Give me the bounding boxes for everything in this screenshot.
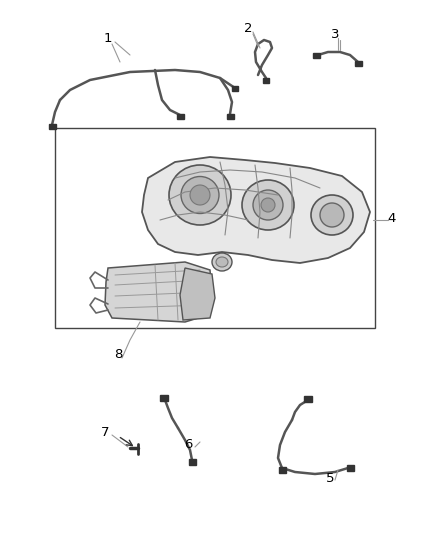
Text: 7: 7 xyxy=(101,425,109,439)
Bar xyxy=(346,465,353,471)
Ellipse shape xyxy=(261,198,275,212)
Bar xyxy=(304,396,312,402)
Text: 8: 8 xyxy=(114,349,122,361)
Bar xyxy=(177,114,184,118)
Text: 4: 4 xyxy=(388,212,396,224)
Ellipse shape xyxy=(181,176,219,214)
Ellipse shape xyxy=(216,257,228,267)
Ellipse shape xyxy=(253,190,283,220)
Ellipse shape xyxy=(169,165,231,225)
Polygon shape xyxy=(142,157,370,263)
Text: 6: 6 xyxy=(184,439,192,451)
Polygon shape xyxy=(180,268,215,320)
Bar xyxy=(55,128,375,328)
Text: 3: 3 xyxy=(331,28,339,42)
Bar xyxy=(312,52,319,58)
Bar xyxy=(232,85,238,91)
Text: 2: 2 xyxy=(244,21,252,35)
Bar xyxy=(354,61,361,66)
Bar xyxy=(49,124,56,128)
Ellipse shape xyxy=(242,180,294,230)
Polygon shape xyxy=(105,262,212,322)
Bar xyxy=(160,395,168,401)
Text: 1: 1 xyxy=(104,31,112,44)
Bar xyxy=(188,459,195,465)
Bar xyxy=(263,77,269,83)
Text: 5: 5 xyxy=(326,472,334,484)
Ellipse shape xyxy=(320,203,344,227)
Ellipse shape xyxy=(311,195,353,235)
Bar xyxy=(226,114,233,118)
Ellipse shape xyxy=(190,185,210,205)
Ellipse shape xyxy=(212,253,232,271)
Bar xyxy=(279,467,286,473)
